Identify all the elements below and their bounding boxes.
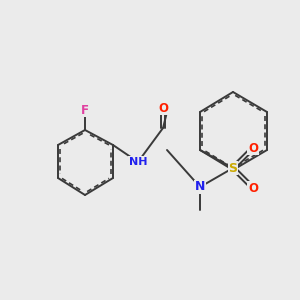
- Text: N: N: [195, 181, 205, 194]
- Text: O: O: [248, 142, 258, 154]
- Text: O: O: [158, 101, 168, 115]
- Text: NH: NH: [129, 157, 147, 167]
- Text: O: O: [248, 182, 258, 194]
- Text: S: S: [229, 161, 238, 175]
- Text: F: F: [81, 103, 89, 116]
